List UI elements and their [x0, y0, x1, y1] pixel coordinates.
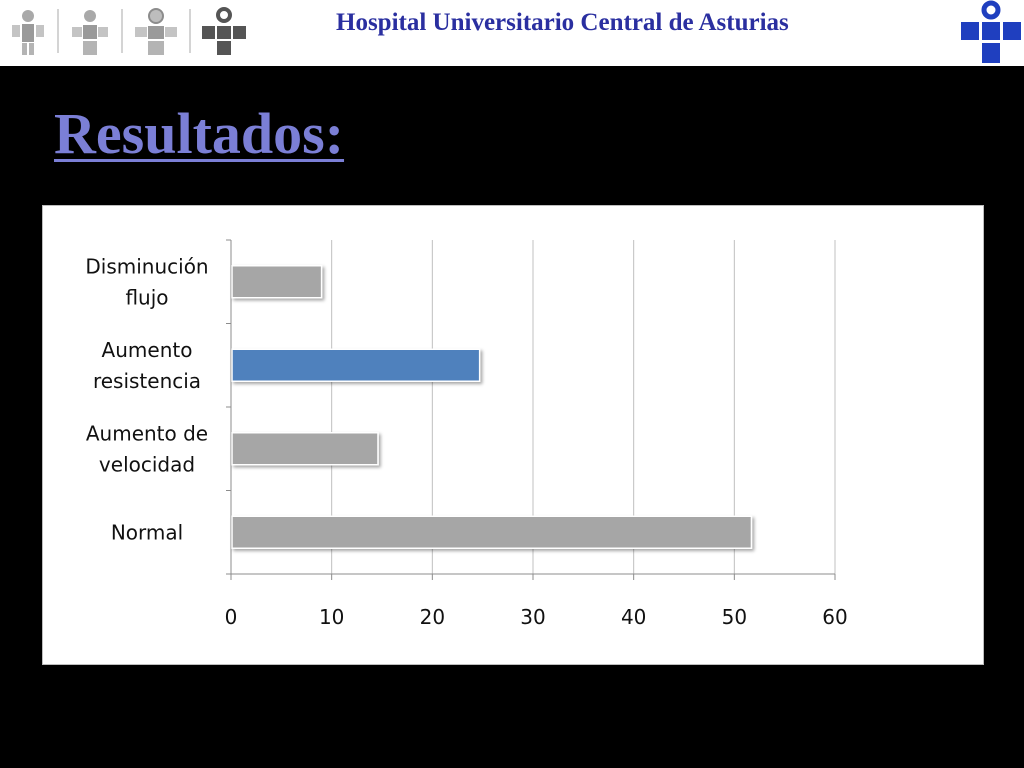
- person-logo-icon: [12, 10, 44, 55]
- logo-separator: [57, 9, 59, 53]
- chart-container: 0 10 20 30 40 50 60 Disminución flujo Aumento resi…: [42, 205, 984, 665]
- x-tick-label: 50: [722, 605, 747, 629]
- figure-logo-icon: [135, 8, 177, 55]
- bar: [231, 432, 379, 466]
- category-label: Normal: [111, 520, 183, 544]
- huca-cross-logo-icon: [961, 0, 1021, 63]
- bar: [231, 515, 753, 549]
- x-tick-label: 0: [225, 605, 238, 629]
- category-label: Disminución: [85, 254, 208, 278]
- logo-strip: [8, 4, 248, 58]
- category-label: velocidad: [99, 452, 195, 476]
- bar: [231, 265, 323, 299]
- category-label: resistencia: [93, 369, 201, 393]
- category-label: Aumento: [102, 338, 193, 362]
- logo-separator: [189, 9, 191, 53]
- x-tick-label: 40: [621, 605, 646, 629]
- x-tick-label: 60: [822, 605, 847, 629]
- bar-chart: 0 10 20 30 40 50 60 Disminución flujo Aumento resi…: [85, 239, 848, 629]
- bar: [231, 348, 481, 382]
- cross-logo-icon: [202, 7, 246, 55]
- hospital-name: Hospital Universitario Central de Asturi…: [336, 9, 789, 36]
- x-tick-label: 10: [319, 605, 344, 629]
- category-label: flujo: [125, 285, 168, 309]
- x-tick-label: 20: [420, 605, 445, 629]
- slide-title: Resultados:: [54, 101, 345, 166]
- logo-separator: [121, 9, 123, 53]
- figure-logo-icon: [72, 10, 108, 55]
- slide-header: Hospital Universitario Central de Asturi…: [0, 0, 1024, 66]
- x-tick-label: 30: [520, 605, 545, 629]
- category-label: Aumento de: [86, 421, 208, 445]
